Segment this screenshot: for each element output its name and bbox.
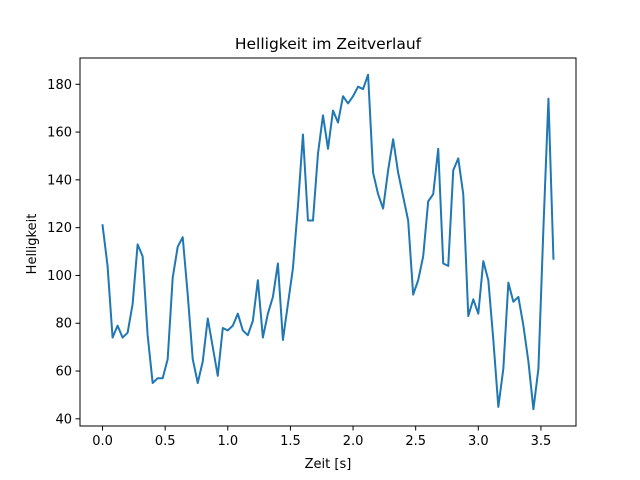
x-tick-label: 1.5	[280, 434, 301, 449]
axes-layer: 0.0 0.5 1.0 1.5 2.0 2.5 3.0 3.5 40 60 80 100 120 140 1…	[47, 57, 577, 449]
y-tick-label: 60	[55, 365, 72, 380]
y-tick-label: 120	[47, 221, 72, 236]
x-tick-label: 1.0	[217, 434, 238, 449]
plot-frame	[79, 57, 577, 427]
y-tick-label: 40	[55, 412, 72, 427]
x-tick-label: 3.0	[468, 434, 489, 449]
x-tick-label: 0.0	[92, 434, 113, 449]
x-tick-label: 3.5	[531, 434, 552, 449]
x-tick-label: 2.0	[343, 434, 364, 449]
y-tick-label: 160	[47, 126, 72, 141]
y-tick-label: 140	[47, 173, 72, 188]
series-layer	[101, 73, 555, 411]
y-tick-label: 180	[47, 78, 72, 93]
chart-title: Helligkeit im Zeitverlauf	[235, 35, 422, 53]
y-tick-label: 80	[55, 317, 72, 332]
y-axis-label: Helligkeit	[25, 214, 40, 275]
series-line-0	[101, 73, 555, 411]
x-tick-label: 0.5	[155, 434, 176, 449]
x-tick-label: 2.5	[405, 434, 426, 449]
x-axis-label: Zeit [s]	[305, 457, 352, 472]
y-tick-label: 100	[47, 269, 72, 284]
